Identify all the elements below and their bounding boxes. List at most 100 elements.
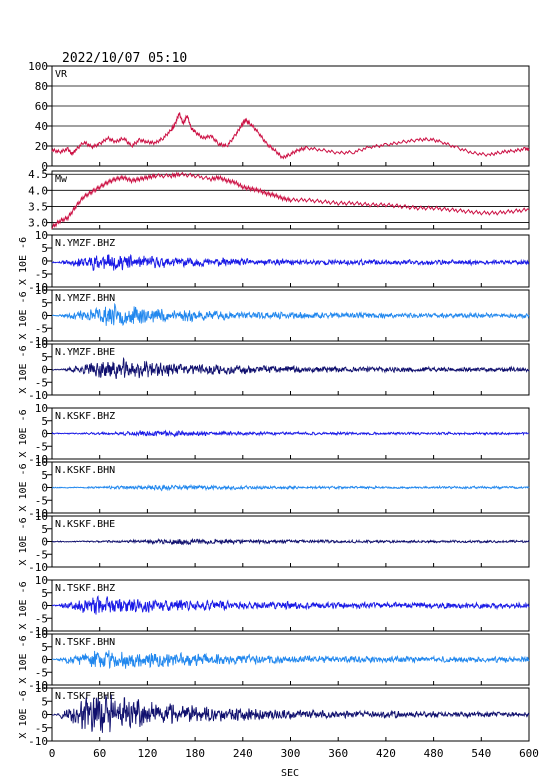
x-tick-label: 60	[93, 747, 106, 760]
y-tick-label: 5	[41, 523, 48, 536]
panel-label: N.YMZF.BHE	[55, 347, 115, 358]
y-tick-label: -10	[28, 281, 48, 294]
x-tick-label: 360	[328, 747, 348, 760]
y-tick-label: 5	[41, 641, 48, 654]
panel-frame	[51, 65, 530, 167]
y-tick-label: 4.5	[28, 168, 48, 181]
panel-label: N.KSKF.BHN	[55, 465, 115, 476]
y-tick-label: -10	[28, 735, 48, 748]
y-tick-label: -5	[35, 494, 48, 507]
y-tick-label: 5	[41, 415, 48, 428]
trace-tskf-bhe	[51, 694, 530, 733]
panel-label: N.TSKF.BHN	[55, 637, 115, 648]
y-tick-label: 0	[41, 709, 48, 722]
y-tick-label: 0	[41, 600, 48, 613]
trace-ymzf-bhe	[51, 356, 530, 379]
panel-label: N.TSKF.BHZ	[55, 583, 115, 594]
y-tick-label: 10	[35, 338, 48, 351]
y-unit-label: X 10E -6	[18, 237, 29, 285]
x-tick-label: 600	[519, 747, 539, 760]
y-tick-label: -5	[35, 612, 48, 625]
y-tick-label: 3.0	[28, 217, 48, 230]
series-mw	[51, 171, 530, 230]
y-tick-label: 10	[35, 574, 48, 587]
y-tick-label: -10	[28, 679, 48, 692]
x-tick-label: 480	[424, 747, 444, 760]
y-tick-label: -5	[35, 376, 48, 389]
y-tick-label: 0	[41, 428, 48, 441]
y-tick-label: 10	[35, 456, 48, 469]
y-tick-label: -5	[35, 722, 48, 735]
y-tick-label: 10	[35, 682, 48, 695]
y-tick-label: 5	[41, 351, 48, 364]
y-tick-label: 3.5	[28, 200, 48, 213]
y-tick-label: 5	[41, 587, 48, 600]
y-tick-label: 0	[41, 310, 48, 323]
panel-label: N.KSKF.BHE	[55, 519, 115, 530]
x-tick-label: 120	[137, 747, 157, 760]
panel-label: N.TSKF.BHE	[55, 691, 115, 702]
y-tick-label: 4.0	[28, 184, 48, 197]
trace-kskf-bhe	[52, 537, 530, 546]
y-unit-label: X 10E -6	[18, 409, 29, 457]
y-tick-label: -5	[35, 440, 48, 453]
trace-ymzf-bhz	[51, 253, 530, 271]
y-tick-label: 0	[41, 364, 48, 377]
y-tick-label: 10	[35, 284, 48, 297]
y-tick-label: 0	[41, 160, 48, 173]
trace-ymzf-bhn	[51, 302, 530, 326]
y-unit-label: X 10E -6	[18, 291, 29, 339]
x-axis-title: SEC	[281, 768, 299, 779]
y-unit-label: X 10E -6	[18, 581, 29, 629]
x-tick-label: 540	[471, 747, 491, 760]
panel-mw: 3.0 3.5 4.0 4.5 Mw	[28, 168, 530, 230]
y-tick-label: 10	[35, 628, 48, 641]
panel-vr: 0 20 40 60 80 100 VR	[28, 60, 530, 173]
trace-tskf-bhn	[51, 650, 530, 670]
y-tick-label: -10	[28, 625, 48, 638]
y-tick-label: 40	[35, 120, 48, 133]
y-tick-label: 10	[35, 402, 48, 415]
y-unit-label: X 10E -6	[18, 345, 29, 393]
y-unit-label: X 10E -6	[18, 517, 29, 565]
y-tick-label: 5	[41, 242, 48, 255]
figure-title: 2022/10/07 05:10	[62, 51, 187, 66]
panel-label: VR	[55, 69, 68, 80]
x-tick-label: 420	[376, 747, 396, 760]
y-tick-label: 0	[41, 536, 48, 549]
y-unit-label: X 10E -6	[18, 635, 29, 683]
y-tick-label: 0	[41, 482, 48, 495]
y-tick-label: 100	[28, 60, 48, 73]
trace-tskf-bhz	[51, 595, 530, 615]
y-tick-label: -10	[28, 453, 48, 466]
y-tick-label: -5	[35, 322, 48, 335]
panel-label: N.KSKF.BHZ	[55, 411, 115, 422]
y-tick-label: -5	[35, 548, 48, 561]
trace-kskf-bhn	[51, 483, 530, 492]
y-tick-label: 0	[41, 654, 48, 667]
x-tick-label: 0	[49, 747, 56, 760]
y-tick-label: 5	[41, 297, 48, 310]
y-tick-label: -5	[35, 268, 48, 281]
x-axis: 0 60 120 180 240 300 360 420 480 540 600	[49, 747, 539, 760]
y-unit-label: X 10E -6	[18, 690, 29, 738]
panel-label: Mw	[55, 174, 68, 185]
y-tick-label: -10	[28, 389, 48, 402]
y-tick-label: -10	[28, 335, 48, 348]
y-tick-label: 80	[35, 80, 48, 93]
series-vr	[51, 112, 530, 160]
y-tick-label: 5	[41, 469, 48, 482]
panel-label: N.YMZF.BHN	[55, 293, 115, 304]
y-tick-label: 60	[35, 100, 48, 113]
